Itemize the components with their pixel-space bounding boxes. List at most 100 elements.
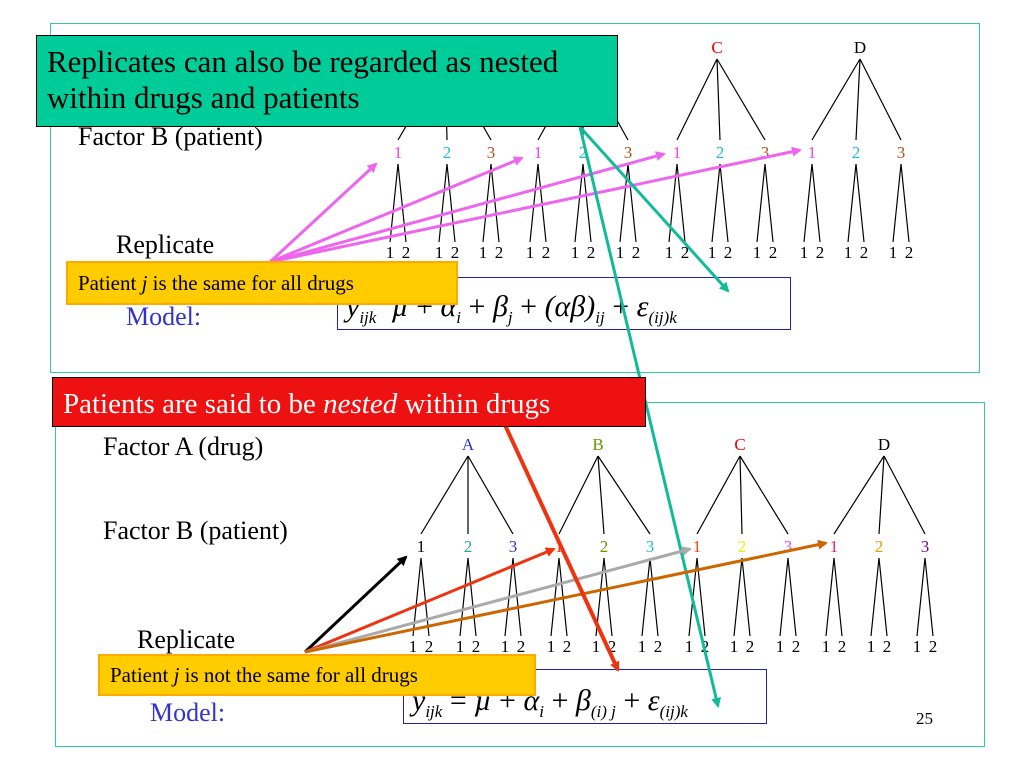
patient-label-bottom-5: 3 bbox=[646, 537, 655, 556]
drug-label-bottom-D: D bbox=[878, 435, 890, 454]
slide-number: 25 bbox=[916, 709, 933, 728]
patient-label-top-10: 2 bbox=[852, 143, 861, 162]
replicate-label: 2 bbox=[724, 243, 733, 262]
arrow-drugA-patient1 bbox=[303, 555, 408, 654]
replicate-label: 1 bbox=[730, 637, 739, 656]
replicate-label: 1 bbox=[708, 243, 717, 262]
arrow-patient1-drugA bbox=[268, 162, 378, 264]
drug-branch bbox=[558, 455, 599, 535]
patient-branch bbox=[833, 557, 843, 637]
replicate-label: 2 bbox=[451, 243, 460, 262]
patient-branch bbox=[550, 557, 560, 637]
arrow-drugB-patient1 bbox=[304, 547, 556, 654]
replicate-label: 2 bbox=[472, 637, 481, 656]
replicate-label: 1 bbox=[776, 637, 785, 656]
patient-branch bbox=[733, 557, 743, 637]
drug-label-bottom-B: B bbox=[592, 435, 603, 454]
replicate-label: 1 bbox=[571, 243, 580, 262]
replicate-label: 2 bbox=[542, 243, 551, 262]
drug-branch bbox=[597, 455, 651, 535]
patient-branch bbox=[649, 557, 659, 637]
replicate-label: 1 bbox=[800, 243, 809, 262]
patient-branch bbox=[711, 163, 721, 243]
patient-label-bottom-9: 1 bbox=[830, 537, 839, 556]
patient-label-bottom-8: 3 bbox=[784, 537, 793, 556]
patient-branch bbox=[811, 163, 821, 243]
patient-branch bbox=[529, 163, 539, 243]
patient-branch bbox=[764, 163, 774, 243]
patient-branch bbox=[803, 163, 813, 243]
patient-label-bottom-1: 2 bbox=[464, 537, 473, 556]
replicate-label: 2 bbox=[838, 637, 847, 656]
replicate-label: 1 bbox=[526, 243, 535, 262]
drug-label-bottom-C: C bbox=[734, 435, 745, 454]
patient-branch bbox=[459, 557, 469, 637]
drug-branch bbox=[859, 58, 902, 141]
patient-branch bbox=[420, 557, 430, 637]
patient-branch bbox=[870, 557, 880, 637]
replicate-label: 2 bbox=[632, 243, 641, 262]
patient-label-top-5: 3 bbox=[624, 143, 633, 162]
drug-branch bbox=[716, 58, 721, 141]
patient-branch bbox=[627, 163, 637, 243]
replicate-label: 2 bbox=[681, 243, 690, 262]
patient-branch bbox=[847, 163, 857, 243]
drug-branch bbox=[739, 455, 743, 535]
arrow-drugD-patient1 bbox=[304, 539, 828, 654]
patient-label-bottom-7: 2 bbox=[738, 537, 747, 556]
replicate-label: 1 bbox=[753, 243, 762, 262]
patient-label-bottom-6: 1 bbox=[693, 537, 702, 556]
patient-label-top-0: 1 bbox=[394, 143, 403, 162]
patient-label-top-3: 1 bbox=[534, 143, 543, 162]
replicates-nested-text: Replicates can also be regarded as neste… bbox=[47, 44, 559, 115]
arrow-patient1-drugD bbox=[269, 146, 802, 264]
arrows bbox=[268, 125, 828, 708]
replicate-label: 2 bbox=[929, 637, 938, 656]
bottom-tree: ABCD112212312112212312112212312112212312 bbox=[409, 435, 938, 656]
replicate-label: 1 bbox=[822, 637, 831, 656]
replicate-label: 1 bbox=[456, 637, 465, 656]
arrow-nested-to-beta bbox=[503, 424, 620, 672]
patient-label-top-11: 3 bbox=[897, 143, 906, 162]
replicate-label: 2 bbox=[792, 637, 801, 656]
patient-label-bottom-4: 2 bbox=[600, 537, 609, 556]
patient-branch bbox=[719, 163, 729, 243]
drug-branch bbox=[883, 455, 926, 535]
replicate-label: 2 bbox=[654, 637, 663, 656]
drug-label-top-D: D bbox=[854, 38, 866, 57]
drug-label-bottom-A: A bbox=[462, 435, 475, 454]
bottom-factor-a-label: Factor A (drug) bbox=[103, 432, 264, 461]
patient-label-top-6: 1 bbox=[673, 143, 682, 162]
patient-branch bbox=[900, 163, 910, 243]
replicate-label: 2 bbox=[425, 637, 434, 656]
replicate-label: 1 bbox=[501, 637, 510, 656]
patient-branch bbox=[878, 557, 888, 637]
patient-label-top-9: 1 bbox=[808, 143, 817, 162]
drug-label-top-C: C bbox=[711, 38, 722, 57]
patient-label-bottom-2: 3 bbox=[509, 537, 518, 556]
drug-branch bbox=[716, 58, 766, 141]
top-panel bbox=[50, 23, 980, 373]
patient-branch bbox=[779, 557, 789, 637]
replicate-label: 2 bbox=[495, 243, 504, 262]
replicate-label: 1 bbox=[844, 243, 853, 262]
patient-label-top-7: 2 bbox=[716, 143, 725, 162]
replicate-label: 2 bbox=[860, 243, 869, 262]
replicate-label: 1 bbox=[616, 243, 625, 262]
drug-branch bbox=[833, 455, 885, 535]
replicates-nested-callout: Replicates can also be regarded as neste… bbox=[36, 35, 618, 127]
patient-branch bbox=[741, 557, 751, 637]
replicate-label: 1 bbox=[638, 637, 647, 656]
patient-not-same-callout: Patient j is not the same for all drugs bbox=[98, 654, 536, 696]
patient-branch bbox=[916, 557, 926, 637]
patient-label-top-8: 3 bbox=[761, 143, 770, 162]
replicate-label: 2 bbox=[905, 243, 914, 262]
patient-label-bottom-11: 3 bbox=[921, 537, 930, 556]
arrow-patient1-drugB bbox=[269, 156, 524, 264]
replicate-label: 1 bbox=[665, 243, 674, 262]
replicate-label: 2 bbox=[816, 243, 825, 262]
replicate-label: 1 bbox=[479, 243, 488, 262]
patient-branch bbox=[446, 163, 456, 243]
drug-branch bbox=[467, 455, 514, 535]
